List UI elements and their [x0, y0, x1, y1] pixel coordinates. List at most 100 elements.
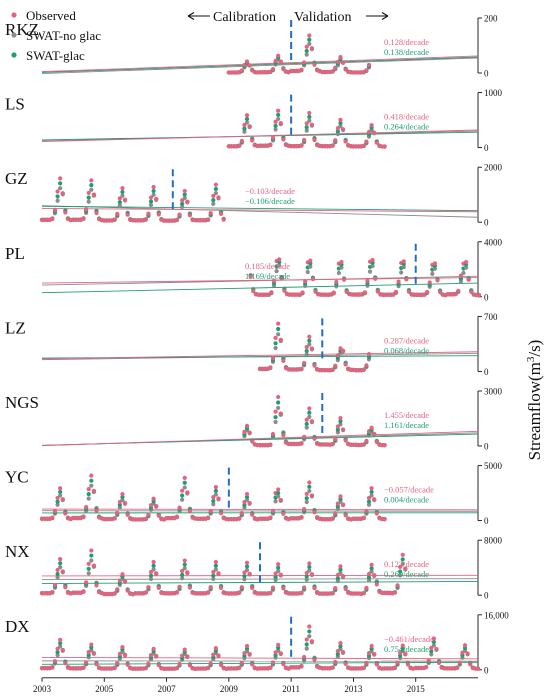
point-observed-pl	[303, 279, 308, 284]
trend-label-observed-ls: 0.418/decade	[384, 112, 429, 122]
point-swat-no-glac-ls	[242, 129, 247, 134]
point-observed-dx	[52, 659, 58, 664]
y-tick-label-max-yc: 5000	[484, 461, 503, 471]
point-swat-glac-dx	[338, 644, 343, 649]
point-swat-no-glac-pl	[308, 264, 313, 269]
point-observed-rkz	[247, 63, 252, 68]
point-swat-glac-nx	[151, 563, 156, 568]
point-observed-dx	[307, 624, 312, 629]
legend-label-swat-glac: SWAT-glac	[26, 48, 85, 63]
point-observed-ls	[364, 139, 369, 144]
point-observed-dx	[177, 661, 182, 666]
point-swat-no-glac-pl	[458, 279, 463, 285]
point-observed-yc	[250, 512, 255, 517]
point-swat-no-glac-yc	[213, 492, 218, 497]
point-swat-glac-yc	[182, 480, 187, 485]
point-observed-rkz	[304, 44, 309, 49]
point-swat-no-glac-pl	[274, 269, 279, 274]
point-swat-glac-nx	[55, 571, 60, 577]
point-swat-no-glac-yc	[244, 497, 250, 503]
point-observed-nx	[395, 583, 400, 588]
point-swat-no-glac-pl	[305, 269, 310, 275]
point-observed-nx	[187, 585, 193, 590]
y-tick-label-max-dx: 16,000	[484, 610, 509, 620]
point-swat-glac-rkz	[304, 48, 309, 54]
point-swat-glac-nx	[180, 572, 185, 577]
point-observed-pl	[334, 279, 339, 284]
point-swat-glac-nx	[307, 564, 312, 570]
point-observed-ngs	[369, 425, 374, 430]
point-observed-nx	[205, 590, 211, 595]
y-tick-label-zero-yc: 0	[484, 516, 489, 526]
y-tick-label-max-rkz: 200	[484, 14, 498, 24]
point-swat-no-glac-gz	[213, 190, 218, 196]
point-observed-ls	[330, 143, 335, 148]
point-observed-dx	[436, 660, 442, 665]
point-observed-lz	[340, 348, 346, 353]
point-observed-lz	[361, 367, 366, 372]
trend-line-obs-gz	[41, 208, 479, 213]
point-swat-glac-nx	[86, 566, 91, 572]
point-observed-gz	[120, 186, 125, 191]
point-observed-dx	[208, 661, 213, 666]
point-observed-yc	[343, 513, 348, 518]
point-observed-nx	[216, 571, 221, 576]
point-observed-gz	[58, 176, 63, 181]
point-swat-glac-lz	[307, 338, 312, 343]
point-observed-gz	[122, 197, 128, 202]
point-observed-yc	[239, 511, 244, 516]
point-swat-glac-dx	[307, 629, 312, 634]
point-observed-ls	[278, 121, 283, 126]
point-observed-dx	[91, 651, 97, 656]
point-observed-nx	[208, 584, 213, 590]
point-observed-ls	[343, 139, 348, 144]
station-label-gz: GZ	[5, 169, 28, 188]
point-observed-dx	[302, 654, 307, 660]
point-swat-glac-dx	[58, 641, 63, 646]
point-observed-gz	[187, 213, 193, 218]
point-swat-no-glac-ngs	[307, 414, 312, 419]
y-tick-label-zero-rkz: 0	[484, 69, 489, 79]
point-observed-dx	[304, 637, 309, 642]
point-observed-yc	[156, 513, 161, 518]
point-observed-yc	[338, 494, 343, 499]
point-observed-dx	[151, 646, 156, 651]
point-swat-no-glac-gz	[151, 192, 156, 197]
point-observed-pl	[435, 278, 440, 283]
point-observed-yc	[299, 515, 304, 520]
point-swat-glac-gz	[86, 195, 91, 200]
point-observed-pl	[370, 257, 375, 263]
point-observed-nx	[398, 564, 403, 570]
point-swat-glac-yc	[242, 502, 247, 508]
validation-label: Validation	[294, 10, 352, 25]
legend-marker-observed	[11, 12, 17, 18]
y-tick-label-max-lz: 700	[484, 312, 498, 322]
point-observed-pl	[466, 277, 471, 282]
point-observed-nx	[60, 569, 65, 574]
point-observed-gz	[213, 182, 218, 187]
point-swat-glac-gz	[89, 183, 94, 188]
station-label-ls: LS	[5, 95, 25, 114]
trend-line-noglac-yc	[41, 510, 479, 512]
point-swat-glac-yc	[304, 496, 309, 501]
point-swat-no-glac-yc	[369, 493, 374, 498]
point-observed-pl	[375, 289, 380, 294]
point-observed-pl	[300, 290, 305, 295]
point-swat-glac-yc	[180, 493, 185, 498]
point-observed-dx	[182, 647, 187, 652]
point-swat-no-glac-ls	[304, 128, 309, 133]
point-observed-nx	[211, 569, 216, 575]
point-swat-glac-yc	[369, 489, 374, 495]
point-observed-nx	[143, 590, 148, 595]
point-observed-nx	[122, 579, 128, 584]
point-observed-dx	[268, 665, 273, 670]
point-observed-yc	[270, 508, 276, 514]
point-swat-glac-yc	[244, 494, 250, 500]
point-observed-rkz	[366, 62, 372, 68]
point-swat-glac-yc	[89, 478, 94, 483]
point-observed-ls	[247, 124, 252, 129]
point-observed-ngs	[244, 423, 250, 428]
point-observed-nx	[156, 585, 161, 590]
point-observed-ls	[340, 127, 346, 132]
point-swat-glac-yc	[120, 494, 125, 500]
